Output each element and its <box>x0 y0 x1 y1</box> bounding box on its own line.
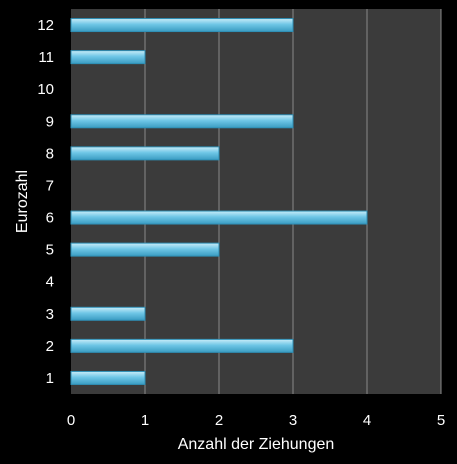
x-tick-label: 3 <box>289 412 297 429</box>
bar <box>70 114 294 129</box>
y-tick-label: 10 <box>37 81 54 98</box>
y-tick-label: 11 <box>38 49 54 66</box>
bar <box>70 210 368 225</box>
y-tick-label: 4 <box>46 274 54 291</box>
bar <box>70 242 220 257</box>
bar <box>70 370 146 385</box>
y-tick-label: 9 <box>46 113 54 130</box>
bar-series <box>70 18 368 385</box>
bar <box>70 50 146 65</box>
y-tick-label: 8 <box>46 145 54 162</box>
bar <box>70 306 146 321</box>
y-tick-label: 6 <box>46 210 54 227</box>
y-tick-label: 2 <box>46 338 54 355</box>
plot-area <box>71 9 441 394</box>
gridlines <box>144 9 442 394</box>
x-tick-label: 2 <box>215 412 223 429</box>
x-tick-label: 1 <box>141 412 149 429</box>
x-tick-label: 4 <box>363 412 371 429</box>
bar <box>70 338 294 353</box>
y-tick-label: 5 <box>46 242 54 259</box>
x-tick-label: 0 <box>67 412 75 429</box>
y-tick-label: 1 <box>46 370 54 387</box>
y-tick-label: 12 <box>37 17 54 34</box>
x-axis-title: Anzahl der Ziehungen <box>178 436 335 453</box>
x-tick-label: 5 <box>437 412 445 429</box>
bar <box>70 146 220 161</box>
x-tick-labels: 0 1 2 3 4 5 <box>67 412 445 429</box>
y-tick-label: 7 <box>46 177 54 194</box>
y-axis-title: Eurozahl <box>14 170 31 233</box>
bar <box>70 18 294 33</box>
y-tick-label: 3 <box>46 306 54 323</box>
